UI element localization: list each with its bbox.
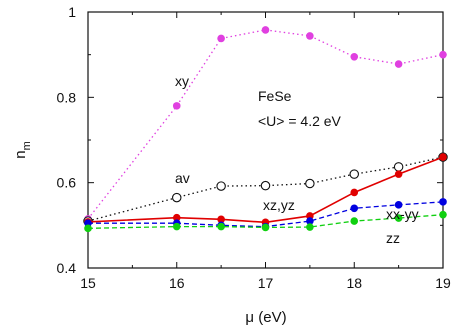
data-point-av xyxy=(305,178,315,189)
data-point-xy xyxy=(439,50,447,59)
annotation-material: FeSe xyxy=(258,88,292,104)
data-point-xz-yz xyxy=(306,217,314,225)
y-tick-label: 1 xyxy=(68,4,76,20)
data-point-zz xyxy=(261,223,270,232)
data-point-av xyxy=(260,180,271,191)
data-point-xx-yy xyxy=(439,153,447,161)
data-point-xz-yz xyxy=(350,204,359,213)
data-point-zz xyxy=(172,222,181,231)
ticks: 15 16 17 18 19 0.4 0.6 0.8 1 xyxy=(57,4,451,291)
data-point-xx-yy xyxy=(350,188,359,197)
data-point-xx-yy xyxy=(394,170,403,178)
series-layer xyxy=(83,26,448,233)
y-tick-label: 0.8 xyxy=(57,89,77,105)
data-point-av xyxy=(393,162,404,172)
data-point-xy xyxy=(261,26,270,34)
series-label-xz-yz: xz,yz xyxy=(263,197,295,213)
data-point-xy xyxy=(350,53,359,61)
series-line-zz xyxy=(87,214,444,229)
y-axis-title: nm xyxy=(12,141,33,159)
annotation-u-value: <U> = 4.2 eV xyxy=(258,113,342,129)
data-point-av xyxy=(172,192,182,203)
data-point-zz xyxy=(84,224,92,233)
series-label-zz: zz xyxy=(386,230,400,246)
x-tick-label: 15 xyxy=(80,275,96,291)
data-point-xy xyxy=(172,102,181,110)
x-axis-title: μ (eV) xyxy=(245,309,286,326)
data-point-zz xyxy=(217,222,225,231)
series-label-xx-yy: xx-yy xyxy=(386,206,419,222)
data-point-zz xyxy=(439,210,447,219)
x-tick-label: 17 xyxy=(258,275,274,291)
y-axis-title-main: n xyxy=(12,150,29,158)
y-axis-title-sub: m xyxy=(21,141,33,150)
x-tick-label: 16 xyxy=(169,275,185,291)
series-line-xy xyxy=(87,29,444,220)
data-point-zz xyxy=(306,223,314,231)
series-line-xz-yz xyxy=(88,201,444,228)
data-point-av xyxy=(349,169,359,179)
data-point-av xyxy=(216,181,226,191)
data-point-xx-yy xyxy=(172,213,181,222)
data-point-xz-yz xyxy=(439,198,447,206)
data-point-xx-yy xyxy=(217,215,225,224)
y-tick-label: 0.4 xyxy=(57,260,77,276)
y-tick-label: 0.6 xyxy=(57,175,77,191)
x-tick-label: 19 xyxy=(435,275,451,291)
series-label-av: av xyxy=(175,170,190,186)
data-point-xy xyxy=(306,32,314,40)
series-line-av xyxy=(87,156,444,222)
series-line-xx-yy xyxy=(87,156,444,224)
x-tick-label: 18 xyxy=(346,275,362,291)
svg-text:nm: nm xyxy=(12,141,33,159)
data-point-zz xyxy=(394,214,403,222)
series-label-xy: xy xyxy=(175,73,189,89)
data-point-xy xyxy=(217,34,225,43)
data-point-xz-yz xyxy=(394,201,403,209)
data-point-zz xyxy=(350,217,359,225)
data-point-xy xyxy=(394,60,403,68)
